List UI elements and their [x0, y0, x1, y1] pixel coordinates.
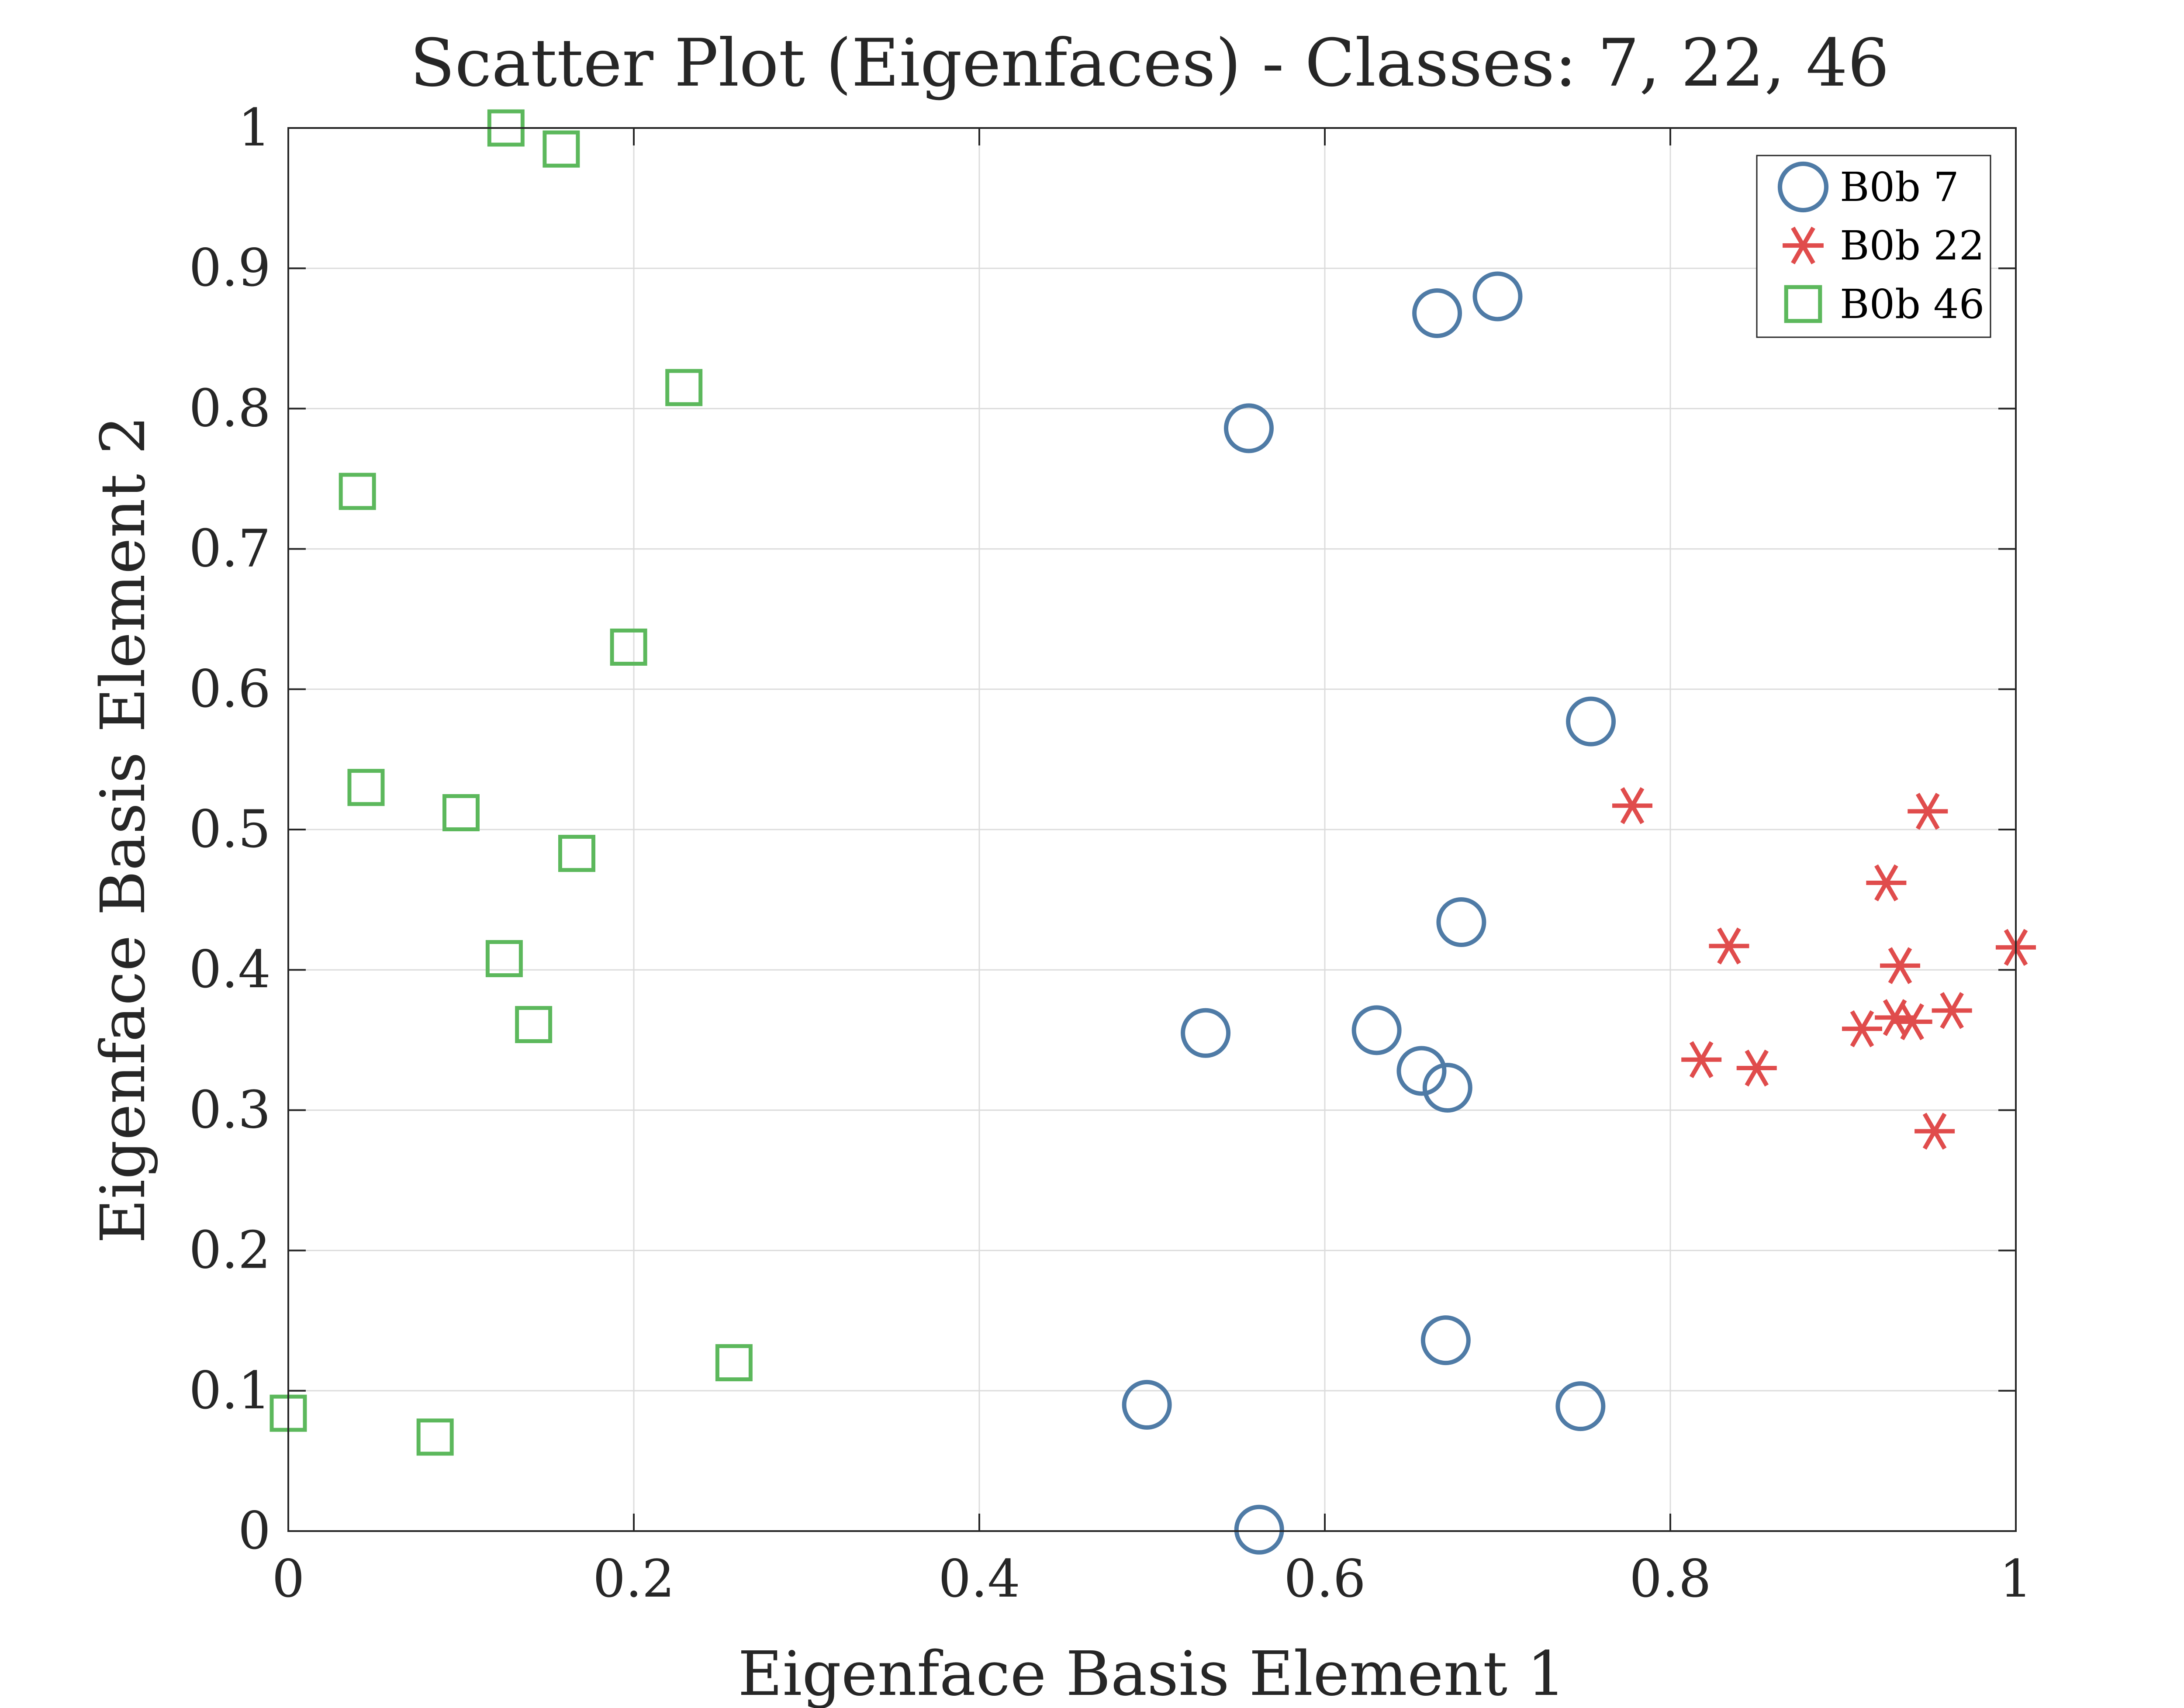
data-point-circle	[1566, 696, 1616, 747]
data-point-square	[339, 473, 376, 510]
series-asterisk	[1612, 787, 2036, 1150]
y-tick-label: 0.6	[189, 659, 271, 719]
data-point-square	[1784, 285, 1822, 323]
y-tick-label: 0.7	[189, 519, 271, 579]
y-axis-label: Eigenface Basis Element 2	[88, 415, 159, 1243]
data-point-circle	[1234, 1504, 1284, 1555]
x-tick-label: 0.2	[593, 1549, 675, 1609]
chart-title: Scatter Plot (Eigenfaces) - Classes: 7, …	[410, 25, 1890, 101]
data-point-circle	[1777, 161, 1829, 213]
data-point-square	[665, 369, 703, 406]
data-point-asterisk	[1842, 1010, 1883, 1048]
asterisk-stroke	[1922, 1113, 1947, 1150]
x-tick-label: 1	[1999, 1549, 2032, 1609]
data-point-circle	[1181, 1008, 1231, 1058]
data-point-asterisk	[1783, 226, 1824, 265]
data-point-asterisk	[1914, 1113, 1955, 1150]
data-point-circle	[1555, 1381, 1606, 1431]
y-tick-label: 1	[238, 97, 271, 158]
x-axis-label: Eigenface Basis Element 1	[738, 1639, 1565, 1708]
data-point-circle	[1420, 1315, 1471, 1366]
asterisk-stroke	[1791, 226, 1815, 265]
asterisk-stroke	[1850, 1010, 1874, 1048]
y-tick-label: 0.5	[189, 799, 271, 859]
data-point-square	[558, 835, 595, 872]
asterisk-stroke	[1888, 947, 1912, 984]
data-point-square	[610, 628, 647, 666]
x-tick-label: 0.8	[1629, 1549, 1711, 1609]
legend-label: B0b 7	[1840, 164, 1959, 211]
data-series	[270, 109, 2036, 1555]
data-point-asterisk	[1880, 947, 1921, 984]
y-tick-label: 0.1	[189, 1360, 271, 1421]
legend-items: B0b 7 B0b 22 B0b 46	[1777, 161, 1984, 328]
legend-label: B0b 22	[1840, 222, 1984, 269]
data-point-asterisk	[1736, 1049, 1777, 1087]
y-tick-label: 0.3	[189, 1079, 271, 1140]
data-point-circle	[1396, 1046, 1447, 1096]
y-tick-label: 0.9	[189, 238, 271, 298]
asterisk-stroke	[1915, 792, 1940, 830]
data-point-asterisk	[1908, 792, 1948, 830]
x-tick-label: 0.6	[1284, 1549, 1366, 1609]
data-point-asterisk	[1709, 927, 1749, 965]
data-point-square	[347, 769, 385, 806]
axis-ticks: 0 0.2 0.4 0.6 0.8 1 0 0.1 0.2 0.3 0.4 0.5 0.6 0.7 0.8 0…	[189, 97, 2032, 1609]
data-point-asterisk	[1612, 787, 1652, 824]
asterisk-stroke	[1717, 927, 1741, 965]
data-point-circle	[1412, 288, 1462, 338]
data-point-circle	[1223, 403, 1274, 453]
data-point-asterisk	[1892, 1003, 1932, 1041]
data-point-square	[416, 1418, 454, 1456]
y-tick-label: 0.8	[189, 378, 271, 438]
asterisk-stroke	[1940, 992, 1964, 1029]
legend-item: B0b 22	[1783, 222, 1984, 269]
legend-item: B0b 7	[1777, 161, 1959, 213]
legend-label: B0b 46	[1840, 281, 1984, 328]
series-circle	[1122, 271, 1616, 1555]
data-point-square	[515, 1006, 553, 1043]
asterisk-stroke	[1620, 787, 1645, 824]
data-point-asterisk	[1932, 992, 1972, 1029]
data-point-asterisk	[1866, 864, 1907, 902]
y-tick-label: 0.4	[189, 939, 271, 999]
legend: B0b 7 B0b 22 B0b 46	[1756, 155, 1991, 338]
plot-area: 0 0.2 0.4 0.6 0.8 1 0 0.1 0.2 0.3 0.4 0.5 0.6 0.7 0.8 0…	[189, 97, 2036, 1609]
y-tick-label: 0.2	[189, 1220, 271, 1280]
data-point-square	[442, 794, 480, 831]
data-point-circle	[1436, 897, 1486, 947]
data-point-circle	[1422, 1063, 1472, 1113]
asterisk-stroke	[1689, 1041, 1714, 1079]
asterisk-stroke	[1900, 1003, 1925, 1041]
y-tick-label: 0	[238, 1501, 271, 1561]
grid-lines	[287, 127, 2017, 1532]
data-point-square	[543, 130, 580, 168]
data-point-circle	[1351, 1005, 1402, 1055]
data-point-square	[715, 1344, 753, 1382]
asterisk-stroke	[1874, 864, 1898, 902]
x-tick-label: 0	[272, 1549, 304, 1609]
x-tick-label: 0.4	[938, 1549, 1020, 1609]
data-point-asterisk	[1681, 1041, 1722, 1079]
legend-item: B0b 46	[1784, 281, 1984, 328]
data-point-square	[485, 940, 523, 978]
asterisk-stroke	[1745, 1049, 1769, 1087]
data-point-circle	[1472, 271, 1523, 322]
data-point-circle	[1122, 1380, 1172, 1430]
